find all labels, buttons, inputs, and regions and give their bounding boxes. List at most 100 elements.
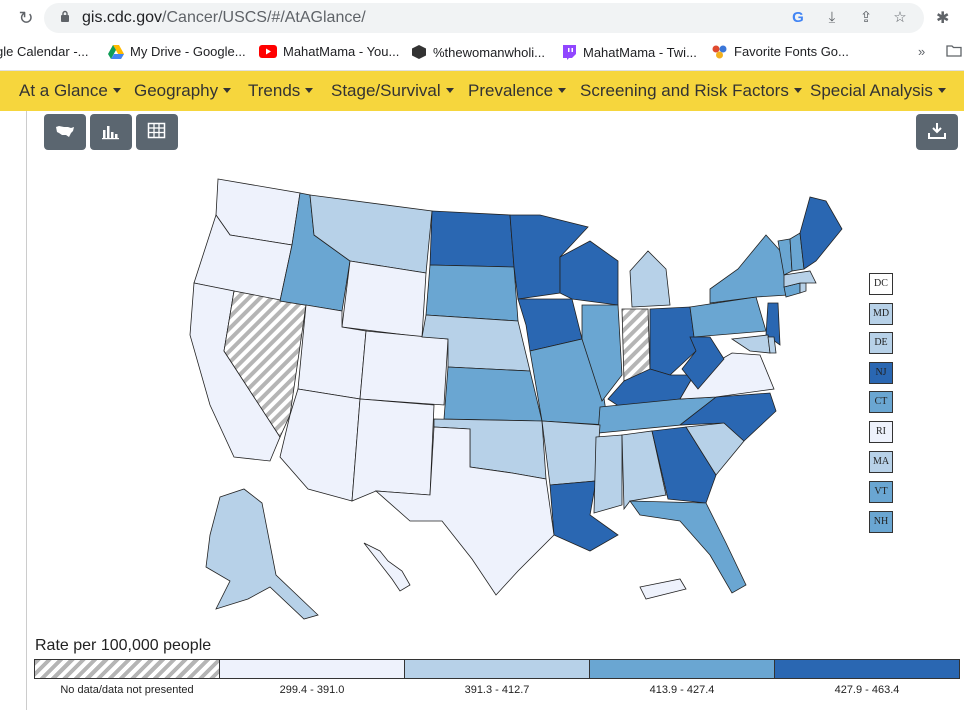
bookmark-item[interactable]: MahatMama - You... xyxy=(259,44,399,59)
lock-icon xyxy=(61,10,69,22)
state-nm[interactable] xyxy=(351,398,435,502)
browser-toolbar: ↻ gis.cdc.gov/Cancer/USCS/#/AtAGlance/ G… xyxy=(0,0,964,36)
map-view-button[interactable] xyxy=(44,114,86,150)
state-al[interactable] xyxy=(621,430,667,511)
nav-geography[interactable]: Geography xyxy=(134,81,232,101)
state-mo[interactable] xyxy=(529,338,609,426)
state-ga[interactable] xyxy=(651,426,717,504)
legend-swatch-4 xyxy=(774,659,960,679)
bookmarks-overflow-button[interactable]: » xyxy=(918,44,926,59)
legend-label: No data/data not presented xyxy=(60,684,194,696)
legend-label: 413.9 - 427.4 xyxy=(649,684,715,696)
state-nd[interactable] xyxy=(429,210,515,268)
legend-label: 427.9 - 463.4 xyxy=(834,684,900,696)
legend-label: 299.4 - 391.0 xyxy=(279,684,345,696)
us-choropleth-map xyxy=(189,178,843,620)
address-bar[interactable]: gis.cdc.gov/Cancer/USCS/#/AtAGlance/ G ⤓… xyxy=(44,3,924,33)
small-state-box[interactable]: CT xyxy=(869,391,893,413)
map-panel xyxy=(26,111,964,710)
chart-view-button[interactable] xyxy=(90,114,132,150)
state-ak[interactable] xyxy=(205,488,319,620)
folder-icon[interactable] xyxy=(946,44,962,57)
table-view-button[interactable] xyxy=(136,114,178,150)
state-il[interactable] xyxy=(581,304,623,402)
state-fl[interactable] xyxy=(629,500,747,594)
legend-swatch-nodata xyxy=(34,659,220,679)
legend-swatch-2 xyxy=(404,659,590,679)
caret-down-icon xyxy=(793,88,802,93)
nav-special-analysis[interactable]: Special Analysis xyxy=(810,81,946,101)
state-ar[interactable] xyxy=(541,420,601,486)
bookmarks-bar: gle Calendar -... My Drive - Google... M… xyxy=(0,36,964,71)
state-wi[interactable] xyxy=(559,240,619,306)
state-ma[interactable] xyxy=(783,270,817,288)
url-text[interactable]: gis.cdc.gov/Cancer/USCS/#/AtAGlance/ xyxy=(82,9,366,26)
state-co[interactable] xyxy=(359,330,449,406)
twitch-icon xyxy=(563,45,576,60)
caret-down-icon xyxy=(937,88,946,93)
legend-swatch-1 xyxy=(219,659,405,679)
bookmark-item[interactable]: %thewomanwholi... xyxy=(411,44,545,60)
state-in[interactable] xyxy=(621,308,651,382)
caret-down-icon xyxy=(223,88,232,93)
state-hi[interactable] xyxy=(363,542,411,592)
main-navigation: At a Glance Geography Trends Stage/Survi… xyxy=(0,71,964,111)
state-az[interactable] xyxy=(279,388,361,502)
state-ms[interactable] xyxy=(593,434,623,514)
caret-down-icon xyxy=(445,88,454,93)
state-ri[interactable] xyxy=(799,282,807,294)
small-state-box[interactable]: DE xyxy=(869,332,893,354)
state-sd[interactable] xyxy=(425,264,519,322)
small-state-box[interactable]: RI xyxy=(869,421,893,443)
bookmark-star-icon[interactable]: ☆ xyxy=(893,9,907,26)
download-icon xyxy=(928,123,946,139)
state-md[interactable] xyxy=(730,334,771,354)
bookmark-item[interactable]: Favorite Fonts Go... xyxy=(712,44,849,59)
small-state-box[interactable]: DC xyxy=(869,273,893,295)
nav-screening-risk-factors[interactable]: Screening and Risk Factors xyxy=(580,81,802,101)
content-area: DC MD DE NJ CT RI MA VT NH Rate per 100,… xyxy=(0,111,964,710)
small-state-box[interactable]: NJ xyxy=(869,362,893,384)
small-state-box[interactable]: MD xyxy=(869,303,893,325)
youtube-icon xyxy=(259,45,277,58)
state-wy[interactable] xyxy=(341,260,427,338)
small-state-box[interactable]: NH xyxy=(869,511,893,533)
state-de[interactable] xyxy=(767,336,777,354)
share-icon[interactable]: ⇪ xyxy=(859,9,873,26)
legend-bar xyxy=(34,659,960,681)
nav-at-a-glance[interactable]: At a Glance xyxy=(19,81,121,101)
legend-title: Rate per 100,000 people xyxy=(35,637,212,654)
extensions-puzzle-icon[interactable]: ✱ xyxy=(936,10,950,27)
state-wv[interactable] xyxy=(681,336,725,390)
us-map-icon xyxy=(56,126,74,137)
state-pa[interactable] xyxy=(689,296,767,338)
fonts-icon xyxy=(712,45,727,58)
state-ny[interactable] xyxy=(709,234,789,304)
google-drive-icon xyxy=(108,44,124,59)
state-oh[interactable] xyxy=(649,306,697,376)
bookmark-item[interactable]: gle Calendar -... xyxy=(0,44,89,59)
state-tx[interactable] xyxy=(374,426,555,596)
caret-down-icon xyxy=(305,88,314,93)
nav-prevalence[interactable]: Prevalence xyxy=(468,81,567,101)
territory-pr[interactable] xyxy=(639,578,687,600)
bar-chart-icon xyxy=(102,126,119,140)
state-ks[interactable] xyxy=(443,366,543,422)
state-mi[interactable] xyxy=(629,250,671,308)
install-icon[interactable]: ⤓ xyxy=(828,9,836,26)
small-state-box[interactable]: MA xyxy=(869,451,893,473)
legend-label: 391.3 - 412.7 xyxy=(464,684,530,696)
state-nj[interactable] xyxy=(765,302,781,346)
state-me[interactable] xyxy=(799,196,843,270)
nav-trends[interactable]: Trends xyxy=(248,81,314,101)
cube-icon xyxy=(412,45,426,59)
google-icon[interactable]: G xyxy=(792,9,804,26)
download-button[interactable] xyxy=(916,114,958,150)
bookmark-item[interactable]: My Drive - Google... xyxy=(108,44,246,59)
caret-down-icon xyxy=(558,88,567,93)
state-va[interactable] xyxy=(679,352,775,400)
small-state-box[interactable]: VT xyxy=(869,481,893,503)
bookmark-item[interactable]: MahatMama - Twi... xyxy=(562,44,697,60)
nav-stage-survival[interactable]: Stage/Survival xyxy=(331,81,454,101)
reload-icon[interactable]: ↻ xyxy=(18,8,34,28)
